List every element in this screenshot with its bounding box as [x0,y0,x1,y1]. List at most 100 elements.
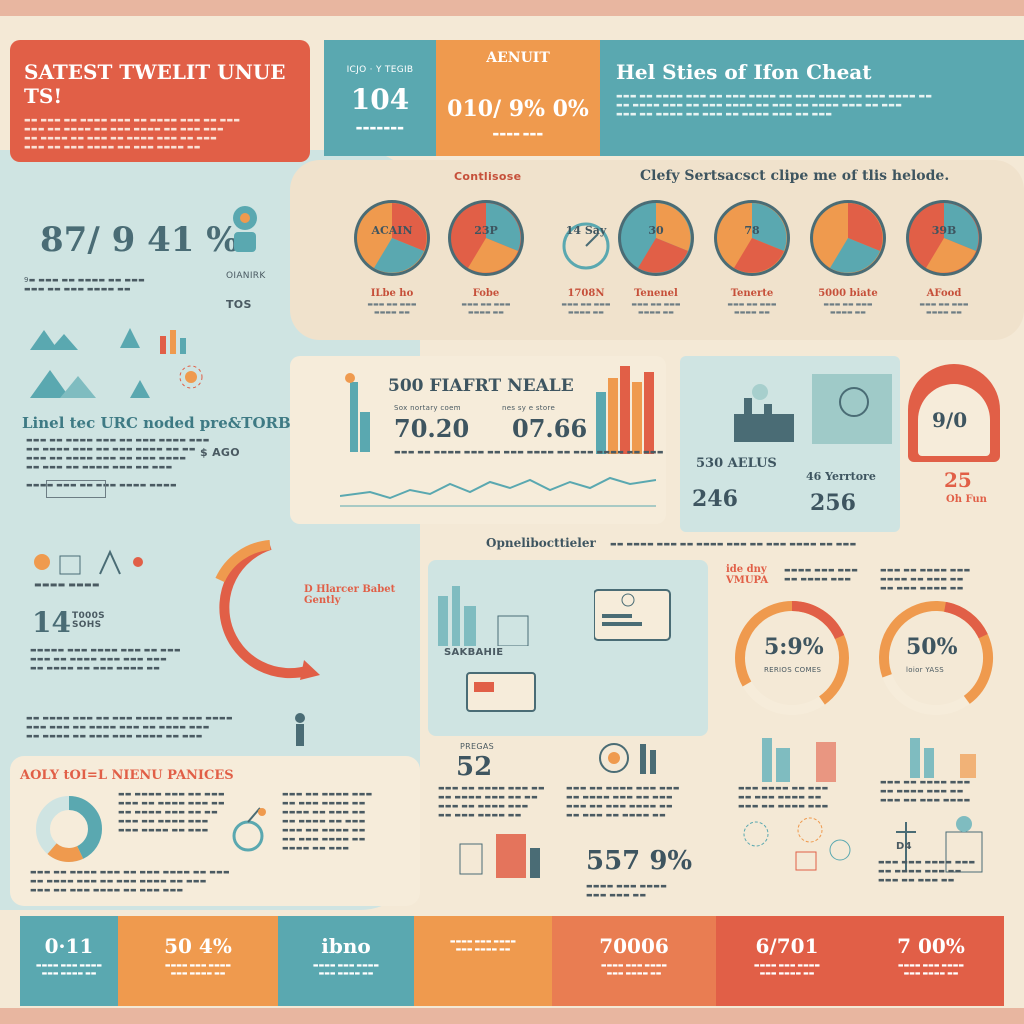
bottom-border [0,1008,1024,1024]
gear-icon [230,806,270,860]
risk-panel [10,756,420,906]
num557: 557 9% [586,846,693,876]
doc-icon [456,834,546,886]
footer-stat-number: 6/701 [755,934,819,958]
middle-text-line: ▬▬▬ ▬▬ ▬▬▬▬ ▬▬▬ ▬▬ ▬▬▬ ▬▬▬▬ ▬▬ ▬▬▬ ▬▬▬▬ … [394,448,664,456]
header-box2-cap: ▬▬▬▬ ▬▬▬ [492,130,544,138]
footer-stat-cell: 70006 ▬▬▬▬ ▬▬▬ ▬▬▬▬ ▬▬▬ ▬▬▬▬ ▬▬ [552,916,716,1006]
pie-label: Tenerte [730,288,774,299]
pie-label: 5000 biate [818,288,878,299]
globe-icon [812,374,892,448]
pie-label: AFood [926,288,962,299]
left-small-head2: TOS [226,298,252,311]
header-left-title: SATEST TWELIT UNUE TS! [24,60,286,108]
footer-stat-caption: ▬▬▬▬ ▬▬▬ ▬▬▬▬ ▬▬▬ ▬▬▬▬ ▬▬ [897,962,965,977]
arc-label: D Hlarcer Babet Gently [304,584,396,606]
right-stat4: 256 [810,490,856,516]
header-box1-cap: ▬▬▬▬▬▬▬ [355,124,405,132]
pie-label: Tenenel [634,288,678,299]
say-label: ide dny VMUPA [726,564,769,586]
plant-icon [886,812,1006,886]
right-stat1: 530 AELUS [696,456,777,471]
flower-icon [176,362,206,396]
left-section-title: Linel tec URC noded pre&TORB [22,414,291,432]
towers-text: ▬▬▬ ▬▬ ▬▬▬▬ ▬▬▬ ▬▬ ▬▬▬▬ ▬▬▬ ▬▬ ▬▬▬ ▬▬ ▬▬▬ … [880,778,971,804]
chart-mini-icon [160,326,200,360]
pie-item: 39B AFood ▬▬▬ ▬▬ ▬▬▬ ▬▬▬▬ ▬▬ [904,196,984,317]
gauge-1 [730,596,854,724]
pie-chart [354,200,430,276]
right-dome: 9/0 [908,364,1000,462]
footer-stat-cell: ▬▬▬▬ ▬▬▬ ▬▬▬▬ ▬▬▬ ▬▬▬▬ ▬▬ [414,916,552,1006]
right-ohfun: Oh Fun [946,494,987,505]
header-right-text: ▬▬▬ ▬▬ ▬▬▬▬ ▬▬▬ ▬▬ ▬▬▬ ▬▬▬▬ ▬▬ ▬▬▬ ▬▬▬▬ … [616,92,933,118]
line-chart [339,462,657,514]
footer-stat-cell: ibno ▬▬▬▬ ▬▬▬ ▬▬▬▬ ▬▬▬ ▬▬▬▬ ▬▬ [278,916,414,1006]
right-num25: 25 [944,468,972,492]
middle-title: 500 FIAFRT NEALE [388,376,574,396]
pie-inner-label: 23P [474,224,498,237]
footer-stat-caption: ▬▬▬▬ ▬▬▬ ▬▬▬▬ ▬▬▬ ▬▬▬▬ ▬▬ [164,962,232,977]
footer-stat-caption: ▬▬▬▬ ▬▬▬ ▬▬▬▬ ▬▬▬ ▬▬▬▬ ▬▬ [312,962,380,977]
pie-item: ACAIN ILbe ho ▬▬▬ ▬▬ ▬▬▬ ▬▬▬▬ ▬▬ [352,196,432,317]
footer-stat-cell: 7 00% ▬▬▬▬ ▬▬▬ ▬▬▬▬ ▬▬▬ ▬▬▬▬ ▬▬ [858,916,1004,1006]
left-section-text: ▬▬▬ ▬▬ ▬▬▬▬ ▬▬▬ ▬▬ ▬▬▬ ▬▬▬▬ ▬▬▬ ▬▬ ▬▬▬▬ ▬… [26,436,210,489]
num557-cap: ▬▬▬▬ ▬▬▬ ▬▬▬▬ ▬▬▬ ▬▬▬ ▬▬ [586,882,668,899]
left-stat-14-text: ▬▬▬▬▬ ▬▬▬ ▬▬▬▬ ▬▬▬ ▬▬ ▬▬▬ ▬▬▬ ▬▬ ▬▬▬▬ ▬▬▬… [30,646,181,672]
header-box1-num: 104 [350,83,410,116]
pie-caption: ▬▬▬ ▬▬ ▬▬▬ ▬▬▬▬ ▬▬ [561,301,611,316]
clock-icon [562,222,610,270]
target-icon [596,740,676,784]
footer-stat-caption: ▬▬▬▬ ▬▬▬ ▬▬▬▬ ▬▬▬ ▬▬▬▬ ▬▬ [35,962,103,977]
pie-item: 78 Tenerte ▬▬▬ ▬▬ ▬▬▬ ▬▬▬▬ ▬▬ [712,196,792,317]
risk-text-3: ▬▬▬ ▬▬ ▬▬▬▬ ▬▬▬ ▬▬ ▬▬▬ ▬▬▬▬ ▬▬ ▬▬▬ ▬▬ ▬▬▬… [30,868,230,894]
header-left-card: SATEST TWELIT UNUE TS! ▬▬ ▬▬▬ ▬▬ ▬▬▬▬ ▬▬… [10,40,310,162]
middle-val1: 70.20 [394,414,470,443]
arc-graphic [200,540,320,694]
gauge2-value: 50% [906,634,958,660]
gauge1-value: 5:9% [764,634,824,660]
lower-banner: Opnelibocttieler [486,536,596,550]
laptop-icon [466,672,536,712]
footer-stat-number: 7 00% [897,934,965,958]
gauge2-cap: loior YASS [906,666,944,674]
pie-item: 14 Say 1708N ▬▬▬ ▬▬ ▬▬▬ ▬▬▬▬ ▬▬ [546,196,626,317]
sun-icons [740,814,860,878]
lab-icon [30,546,150,584]
pies-section-title: Clefy Sertsacsct clipe me of tlis helode… [640,168,950,184]
header-right-box: Hel Sties of Ifon Cheat ▬▬▬ ▬▬ ▬▬▬▬ ▬▬▬ … [600,40,1024,156]
header-box1-top: ICJO · Y TEGIB [346,65,414,75]
laptop-screen-bar [474,682,494,692]
city-small-text: ▬▬▬ ▬▬▬▬ ▬▬ ▬▬▬ ▬▬ ▬▬▬ ▬▬▬▬ ▬▬ ▬▬▬ ▬▬ ▬▬▬▬… [738,784,829,810]
city-small-icon [756,728,846,786]
pie-label: 1708N [567,288,605,299]
risk-title: AOLY tOI=L NIENU PANICES [20,768,234,783]
bar-chart-icon [596,362,660,458]
pie-caption: ▬▬▬ ▬▬ ▬▬▬ ▬▬▬▬ ▬▬ [823,301,873,316]
left-long-text: ▬▬ ▬▬▬▬ ▬▬▬ ▬▬ ▬▬▬ ▬▬▬▬ ▬▬ ▬▬▬ ▬▬▬▬ ▬▬▬ ▬… [26,714,233,740]
header-box2-title: AENUIT [486,50,550,66]
risk-text-2: ▬▬▬ ▬▬ ▬▬▬▬ ▬▬▬ ▬▬ ▬▬▬ ▬▬▬▬ ▬▬ ▬▬▬▬ ▬▬ ▬▬▬… [282,790,373,852]
footer-stat-cell: 6/701 ▬▬▬▬ ▬▬▬ ▬▬▬▬ ▬▬▬ ▬▬▬▬ ▬▬ [716,916,858,1006]
person-icon [290,712,310,752]
lower-banner-text: ▬▬ ▬▬▬▬ ▬▬▬ ▬▬ ▬▬▬▬ ▬▬▬ ▬▬ ▬▬▬ ▬▬▬▬ ▬▬ ▬… [610,540,857,548]
right-say-text: ▬▬▬ ▬▬ ▬▬▬▬ ▬▬▬ ▬▬▬▬ ▬▬ ▬▬▬ ▬▬ ▬▬ ▬▬▬ ▬▬▬▬… [880,566,971,592]
building-icon [438,576,538,650]
left-small-head: OIANIRK [226,271,266,281]
right-dome-inner [918,384,990,456]
pie-inner-label: ACAIN [371,224,413,237]
lab-caption: ▬▬▬▬ ▬▬▬▬ [34,580,100,589]
left-stat-14-label: T000S SOHS [72,611,105,630]
footer-stat-caption: ▬▬▬▬ ▬▬▬ ▬▬▬▬ ▬▬▬ ▬▬▬▬ ▬▬ [600,962,668,977]
d4-label: D4 [896,841,912,852]
footer-stat-number: 50 4% [164,934,232,958]
say-text: ▬▬▬▬ ▬▬▬ ▬▬▬ ▬▬ ▬▬▬▬ ▬▬▬ [784,566,859,583]
pie-inner-label: 30 [648,224,664,237]
pie-caption: ▬▬▬ ▬▬ ▬▬▬ ▬▬▬▬ ▬▬ [367,301,417,316]
pie-chart [906,200,982,276]
city-icon [340,372,390,456]
footer-stat-cell: 50 4% ▬▬▬▬ ▬▬▬ ▬▬▬▬ ▬▬▬ ▬▬▬▬ ▬▬ [118,916,278,1006]
pie-label: ILbe ho [370,288,414,299]
monitor-icon [593,586,684,670]
robot-icon [220,198,270,262]
